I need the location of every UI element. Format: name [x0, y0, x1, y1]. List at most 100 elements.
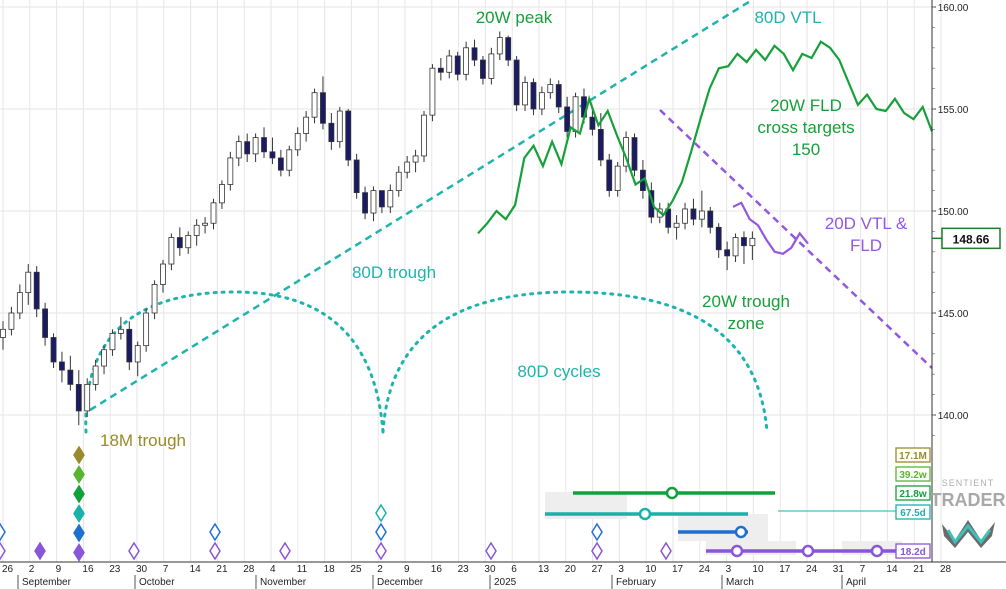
x-tick-label: 23 [458, 564, 470, 575]
candle-body [396, 172, 401, 190]
cycle-box-label: 18.2d [900, 547, 926, 558]
candle-body [725, 250, 730, 256]
candle-body [287, 150, 292, 170]
candle-body [304, 117, 309, 133]
candle-body [17, 293, 22, 313]
x-tick-label: 16 [82, 564, 94, 575]
candle-body [699, 211, 704, 219]
cycle-box-label: 39.2w [899, 470, 926, 481]
down-candle [514, 56, 519, 111]
x-tick-label: 28 [940, 564, 952, 575]
cycle-box-label: 67.5d [900, 508, 926, 519]
x-tick-label: 30 [136, 564, 148, 575]
brand-word-1: SENTIENT [942, 478, 995, 488]
x-tick-label: 23 [109, 564, 121, 575]
x-tick-label: 4 [270, 564, 276, 575]
candle-body [363, 193, 368, 213]
80d-trough-label: 80D trough [352, 263, 436, 282]
x-tick-label: 30 [484, 564, 496, 575]
x-tick-label: 11 [297, 564, 308, 575]
candle-body [211, 203, 216, 223]
x-tick-label: 27 [592, 564, 604, 575]
cycle-box-label: 21.8w [899, 489, 926, 500]
candle-body [388, 191, 393, 207]
candle-body [169, 238, 174, 265]
down-candle [354, 154, 359, 199]
candle-body [295, 133, 300, 149]
candle-body [506, 38, 511, 60]
candle-body [716, 227, 721, 249]
projection-dot [732, 546, 742, 556]
candle-body [68, 370, 73, 384]
candle-body [497, 38, 502, 54]
x-tick-label: 16 [431, 564, 443, 575]
y-tick-label: 145.00 [938, 309, 969, 320]
x-tick-label: 14 [886, 564, 898, 575]
projection-shade [678, 514, 768, 541]
candle-body [203, 223, 208, 225]
80d-vtl-label: 80D VTL [754, 8, 821, 27]
projection-dot [640, 509, 650, 519]
x-tick-label: 25 [350, 564, 362, 575]
up-candle [464, 42, 469, 81]
candle-body [430, 68, 435, 115]
up-candle [152, 280, 157, 319]
candle-body [236, 142, 241, 158]
x-tick-label: 10 [752, 564, 764, 575]
cycle-length-box: 17.1M [896, 448, 930, 462]
candle-body [76, 384, 81, 411]
candle-body [514, 60, 519, 105]
x-month-label: March [726, 577, 754, 588]
candle-body [102, 350, 107, 366]
x-tick-label: 21 [913, 564, 925, 575]
candle-body [278, 158, 283, 170]
x-month-label: February [616, 577, 656, 588]
up-candle [228, 152, 233, 191]
x-tick-label: 10 [645, 564, 657, 575]
projection-dot [803, 546, 813, 556]
candle-body [733, 238, 738, 256]
down-candle [632, 133, 637, 176]
candle-body [573, 97, 578, 132]
candle-body [750, 238, 755, 245]
current-price-label: 148.66 [953, 232, 990, 246]
candle-body [615, 166, 620, 190]
cycle-length-box: 21.8w [896, 486, 930, 500]
candle-body [438, 68, 443, 72]
up-candle [85, 378, 90, 417]
candle-body [312, 93, 317, 117]
candle-body [9, 313, 14, 329]
candle-body [523, 82, 528, 104]
candle-body [683, 209, 688, 223]
x-tick-label: 7 [860, 564, 866, 575]
candle-body [127, 329, 132, 362]
cycle-box-label: 17.1M [899, 451, 927, 462]
x-tick-label: 9 [56, 564, 62, 575]
x-tick-label: 6 [511, 564, 517, 575]
candle-body [144, 313, 149, 346]
x-tick-label: 18 [324, 564, 336, 575]
candle-body [422, 115, 427, 156]
x-month-label: December [377, 577, 424, 588]
down-candle [346, 109, 351, 166]
projection-dot [667, 488, 677, 498]
18m-trough-label: 18M trough [100, 431, 186, 450]
x-tick-label: 9 [404, 564, 410, 575]
candle-body [472, 48, 477, 60]
candle-body [177, 238, 182, 248]
candle-body [118, 329, 123, 333]
projection-shade [706, 541, 796, 555]
y-tick-label: 155.00 [938, 105, 969, 116]
candle-body [447, 56, 452, 72]
x-tick-label: 2 [29, 564, 35, 575]
x-tick-label: 7 [163, 564, 169, 575]
candle-body [632, 138, 637, 171]
candle-body [708, 211, 713, 227]
candle-body [565, 107, 570, 131]
candle-body [228, 158, 233, 185]
candle-body [455, 56, 460, 74]
y-tick-label: 150.00 [938, 207, 969, 218]
candle-body [59, 362, 64, 370]
y-tick-label: 140.00 [938, 411, 969, 422]
